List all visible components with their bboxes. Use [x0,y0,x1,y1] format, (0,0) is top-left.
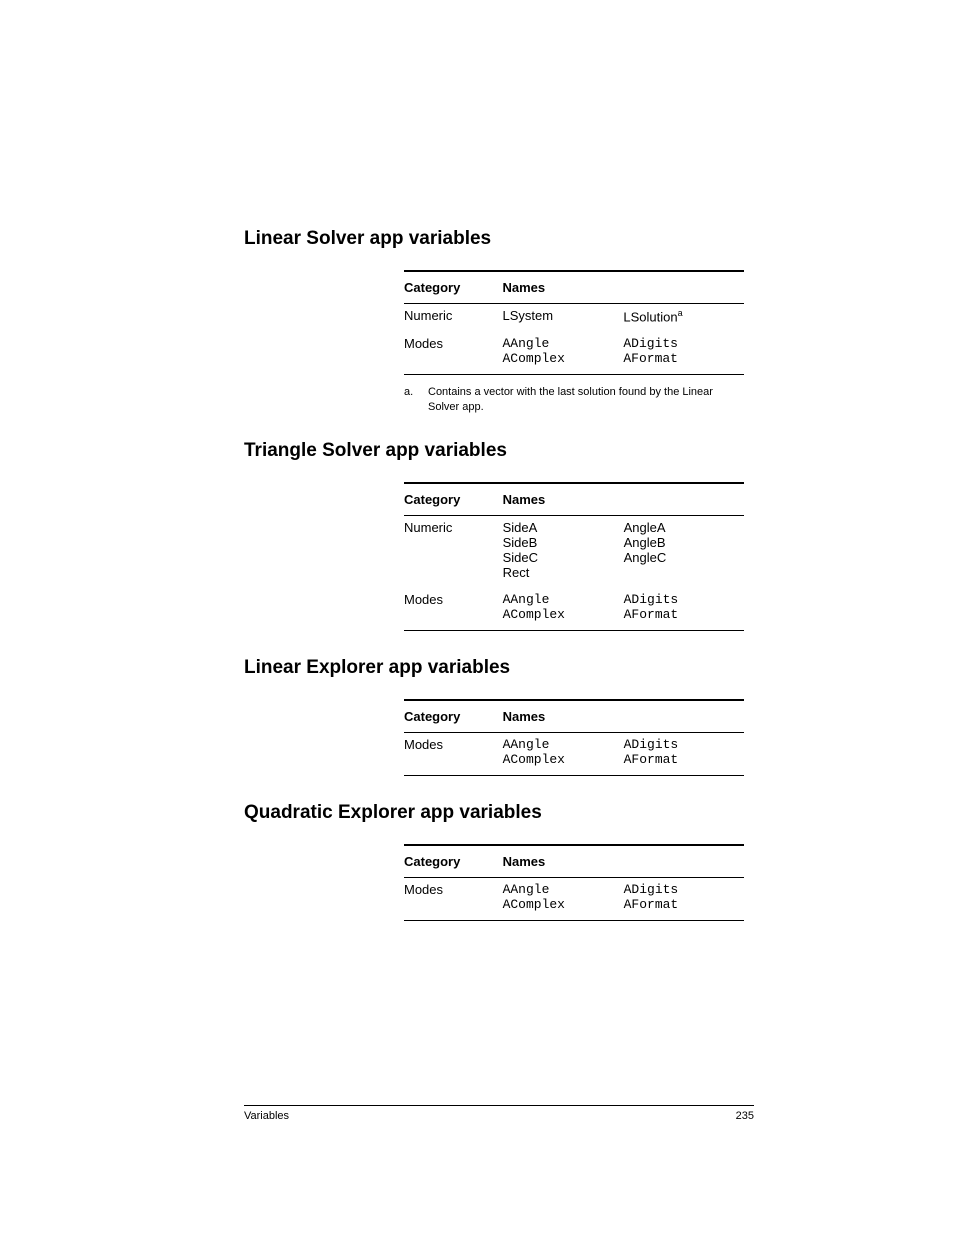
category-cell: Modes [404,584,503,631]
category-cell: Numeric [404,515,503,584]
names-cell: ADigitsAFormat [624,732,744,775]
names-cell: AAngleAComplex [503,584,624,631]
category-cell: Modes [404,328,502,375]
table-row: NumericLSystemLSolutiona [404,304,744,329]
page-number: 235 [736,1110,754,1122]
table-row: ModesAAngleAComplexADigitsAFormat [404,584,744,631]
section-heading: Quadratic Explorer app variables [244,802,754,824]
footnote: a. Contains a vector with the last soluti… [404,385,744,414]
category-cell: Modes [404,877,503,920]
names-cell: ADigitsAFormat [624,584,744,631]
table-header-names: Names [503,483,744,516]
names-cell: SideASideBSideCRect [503,515,624,584]
names-cell: ADigitsAFormat [624,877,744,920]
page-footer: Variables 235 [244,1105,754,1122]
section-heading: Triangle Solver app variables [244,440,754,462]
variables-table: CategoryNamesNumericLSystemLSolutionaMod… [404,270,744,375]
table-header-names: Names [503,700,744,733]
footnote-text: Contains a vector with the last solution… [428,385,744,414]
table-header-names: Names [502,271,744,304]
names-cell: AngleAAngleBAngleC [624,515,744,584]
table-row: ModesAAngleAComplexADigitsAFormat [404,732,744,775]
table-header-category: Category [404,700,503,733]
variables-table: CategoryNamesNumericSideASideBSideCRectA… [404,482,744,631]
table-row: NumericSideASideBSideCRectAngleAAngleBAn… [404,515,744,584]
table-row: ModesAAngleAComplexADigitsAFormat [404,877,744,920]
names-cell: AAngleAComplex [503,732,624,775]
names-cell: LSolutiona [623,304,744,329]
names-cell: ADigitsAFormat [623,328,744,375]
table-header-category: Category [404,845,503,878]
variables-table: CategoryNamesModesAAngleAComplexADigitsA… [404,699,744,776]
section-heading: Linear Solver app variables [244,228,754,250]
section-heading: Linear Explorer app variables [244,657,754,679]
table-header-names: Names [503,845,744,878]
footnote-mark: a. [404,385,418,414]
category-cell: Modes [404,732,503,775]
table-row: ModesAAngleAComplexADigitsAFormat [404,328,744,375]
variables-table: CategoryNamesModesAAngleAComplexADigitsA… [404,844,744,921]
category-cell: Numeric [404,304,502,329]
names-cell: LSystem [502,304,623,329]
names-cell: AAngleAComplex [503,877,624,920]
table-header-category: Category [404,483,503,516]
footer-title: Variables [244,1110,289,1122]
names-cell: AAngleAComplex [502,328,623,375]
table-header-category: Category [404,271,502,304]
